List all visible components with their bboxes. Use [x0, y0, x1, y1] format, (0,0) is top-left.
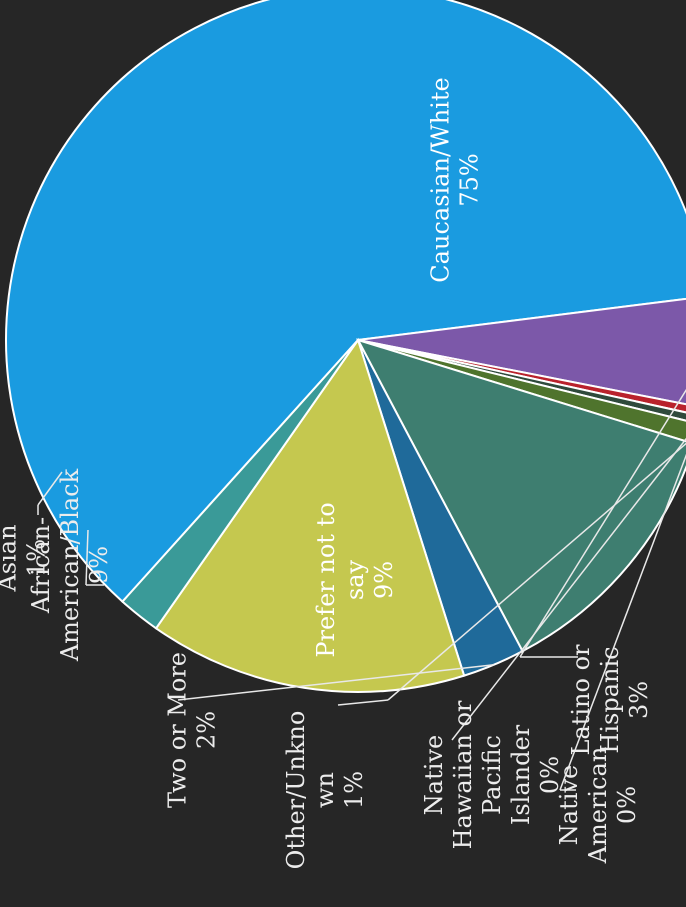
slice-label-6: Two or More 2%	[164, 652, 221, 808]
pie-slice-0	[5, 0, 686, 604]
slice-label-line: 1%	[23, 539, 51, 577]
pie-slice-8	[121, 339, 359, 630]
slice-label-line: Latino or	[567, 644, 595, 756]
slice-label-0: Caucasian/White 75%	[427, 77, 484, 282]
slice-label-line: Two or More	[164, 652, 192, 808]
leader-line-3	[451, 437, 686, 741]
slice-label-line: Caucasian/White	[427, 77, 455, 282]
slice-label-line: Pacific	[478, 735, 506, 815]
slice-label-line: Native	[555, 765, 583, 845]
slice-label-5: Prefer not to say 9%	[312, 502, 398, 657]
leader-lines	[37, 388, 686, 791]
slice-label-2: Native American 0%	[555, 747, 641, 865]
slice-label-line: American	[584, 747, 612, 865]
slice-label-8: Asian 1%	[0, 524, 51, 592]
leader-line-6	[177, 663, 494, 701]
slice-label-line: 9%	[370, 561, 398, 599]
slice-label-line: African-	[27, 517, 55, 614]
slice-label-line: Hawaiian or	[449, 700, 477, 849]
slice-label-line: American/Black	[56, 468, 84, 662]
slice-label-line: Hispanic	[596, 646, 624, 753]
leader-line-8	[37, 471, 63, 506]
slice-labels: Caucasian/White 75%Latino or Hispanic 3%Nat…	[0, 77, 653, 869]
pie-slices	[5, 0, 686, 694]
slice-label-line: 1%	[340, 771, 368, 809]
slice-label-line: Prefer not to	[312, 502, 340, 657]
slice-label-line: 2%	[193, 711, 221, 749]
slice-label-line: wn	[311, 772, 339, 808]
slice-label-4: Other/Unkno wn 1%	[282, 711, 368, 870]
slice-label-line: 3%	[625, 681, 653, 719]
pie-slice-1	[357, 297, 686, 406]
slice-label-7: African- American/Black 9%	[27, 468, 113, 662]
slice-label-line: Native	[420, 735, 448, 815]
slice-label-line: 75%	[456, 153, 484, 206]
slice-label-line: 9%	[85, 546, 113, 584]
leader-line-2	[559, 453, 686, 791]
slice-label-3: Native Hawaiian or Pacific Islander 0%	[420, 700, 564, 849]
slice-label-line: Islander	[507, 724, 535, 825]
leader-line-7	[85, 529, 89, 586]
slice-label-line: Asian	[0, 524, 22, 592]
pie-slice-7	[154, 337, 466, 694]
slice-label-line: 0%	[536, 756, 564, 794]
slice-label-line: Other/Unkno	[282, 711, 310, 870]
leader-line-4	[387, 442, 686, 701]
slice-label-1: Latino or Hispanic 3%	[567, 644, 653, 756]
slice-label-line: 0%	[613, 786, 641, 824]
slice-label-line: say	[341, 559, 369, 600]
leader-line-4	[337, 699, 389, 706]
